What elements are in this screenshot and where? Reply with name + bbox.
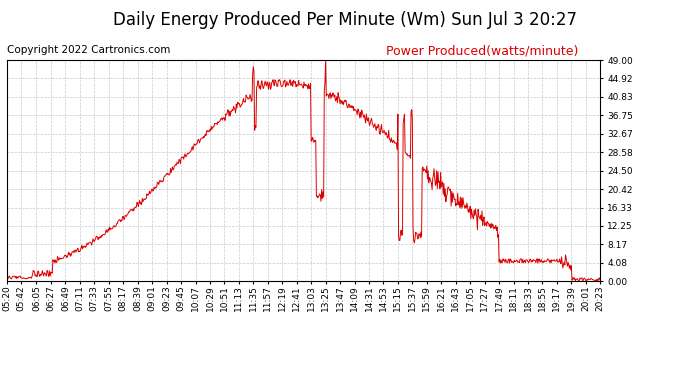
Text: Power Produced(watts/minute): Power Produced(watts/minute) — [386, 45, 579, 58]
Text: Daily Energy Produced Per Minute (Wm) Sun Jul 3 20:27: Daily Energy Produced Per Minute (Wm) Su… — [113, 11, 577, 29]
Text: Copyright 2022 Cartronics.com: Copyright 2022 Cartronics.com — [7, 45, 170, 55]
